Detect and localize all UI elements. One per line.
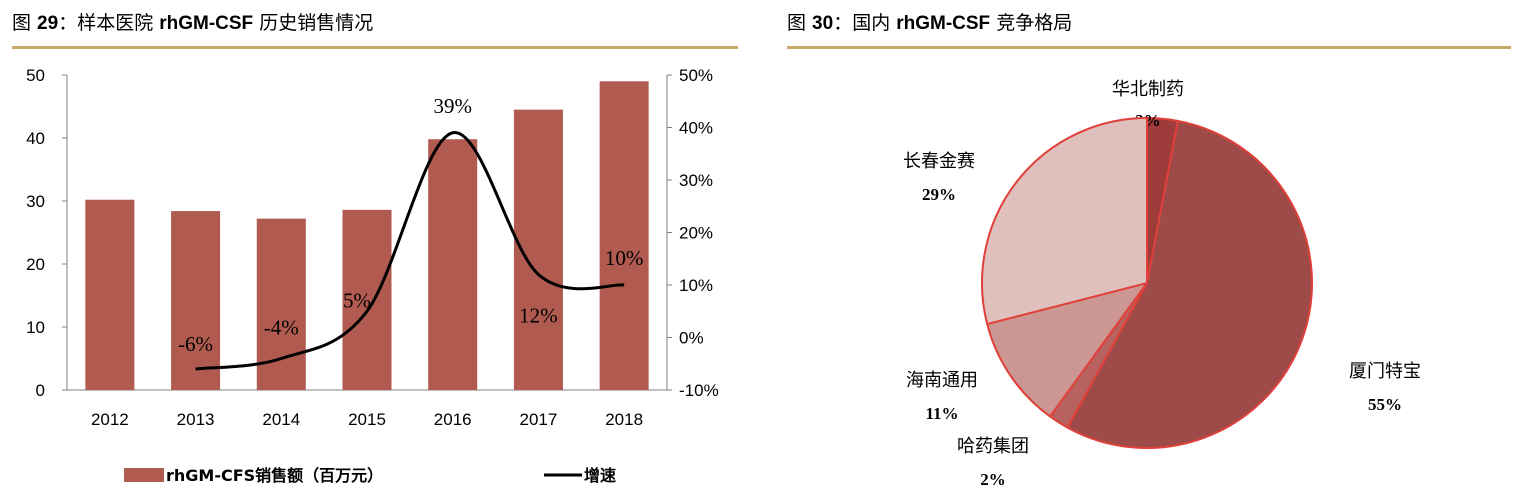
figure-30-title-term: rhGM-CSF <box>896 13 991 34</box>
pie-slice-name-label: 厦门特宝 <box>1349 361 1421 382</box>
pie-slice-value-label: 29% <box>922 185 956 204</box>
pie-slice-name-label: 哈药集团 <box>957 436 1029 457</box>
growth-rate-line <box>195 131 625 371</box>
right-y-tick-label: 40% <box>679 119 713 138</box>
right-y-tick-label: 30% <box>679 171 713 190</box>
figure-29-title-number: 29 <box>37 13 59 34</box>
bar-2015 <box>342 209 392 390</box>
left-y-tick-label: 0 <box>36 381 45 400</box>
left-y-tick-label: 20 <box>26 255 45 274</box>
pie-slice-value-label: 55% <box>1368 395 1402 414</box>
pie-slice-name-label: 长春金赛 <box>903 151 975 172</box>
left-y-tick-label: 30 <box>26 192 45 211</box>
figure-29-panel: 图 29：样本医院 rhGM-CSF 历史销售情况 0 10 20 30 40 50 -10… <box>0 0 740 500</box>
growth-data-label: 10% <box>605 246 644 270</box>
right-y-tick-label: 50% <box>679 66 713 85</box>
figure-30-panel: 图 30：国内 rhGM-CSF 竞争格局 华北制药3%厦门特宝55%哈药集团2… <box>785 0 1514 500</box>
bar-2013 <box>171 211 221 390</box>
right-y-tick-label: -10% <box>679 381 719 400</box>
x-tick-label: 2018 <box>605 410 643 429</box>
figure-29-title-term: rhGM-CSF <box>159 13 254 34</box>
pie-slice-4 <box>986 282 1148 418</box>
legend-bar-label: rhGM-CFS销售额（百万元） <box>166 466 383 485</box>
growth-data-label: -6% <box>178 332 213 356</box>
legend-bar-swatch <box>124 468 164 482</box>
left-y-tick-label: 50 <box>26 66 45 85</box>
growth-data-label: -4% <box>264 316 299 340</box>
growth-data-label: 39% <box>433 94 472 118</box>
x-tick-label: 2017 <box>520 410 558 429</box>
sales-combo-chart: 0 10 20 30 40 50 -10% 0% 10% 20% 30% 40% 50% 2012 2013… <box>26 66 719 485</box>
x-tick-label: 2016 <box>434 410 472 429</box>
x-tick-label: 2014 <box>262 410 300 429</box>
figure-30-title: 图 30：国内 rhGM-CSF 竞争格局 <box>787 8 1072 35</box>
figure-29-title: 图 29：样本医院 rhGM-CSF 历史销售情况 <box>12 8 373 35</box>
figure-30-title-suffix: 竞争格局 <box>990 12 1073 34</box>
left-y-tick-label: 40 <box>26 129 45 148</box>
pie-slice-name-label: 海南通用 <box>906 370 978 391</box>
growth-data-label: 5% <box>343 288 371 312</box>
x-tick-label: 2015 <box>348 410 386 429</box>
legend-line-label: 增速 <box>584 466 616 485</box>
right-y-tick-label: 0% <box>679 329 704 348</box>
pie-slice-5 <box>981 117 1148 326</box>
x-tick-label: 2012 <box>91 410 129 429</box>
bar-2016 <box>428 139 478 390</box>
bar-2018 <box>599 81 649 391</box>
x-tick-label: 2013 <box>177 410 215 429</box>
pie-slice-value-label: 2% <box>980 470 1006 489</box>
figure-29-title-suffix: 历史销售情况 <box>253 12 374 34</box>
figure-30-title-number: 30 <box>812 13 834 34</box>
right-y-tick-label: 10% <box>679 276 713 295</box>
figure-29-title-colon: ：样本医院 <box>58 12 160 34</box>
pie-slice-2 <box>1066 119 1313 449</box>
growth-data-label: 12% <box>519 304 558 328</box>
right-y-tick-label: 20% <box>679 224 713 243</box>
pie-slice-value-label: 11% <box>925 404 958 423</box>
figure-29-title-rule <box>12 46 738 49</box>
figure-29-title-prefix: 图 <box>12 12 38 34</box>
figure-30-title-colon: ：国内 <box>833 12 897 34</box>
left-y-tick-label: 10 <box>26 318 45 337</box>
figure-30-title-prefix: 图 <box>787 12 813 34</box>
figure-30-title-rule <box>787 46 1511 49</box>
bar-2012 <box>85 199 135 390</box>
pie-slice-name-label: 华北制药 <box>1112 79 1184 100</box>
